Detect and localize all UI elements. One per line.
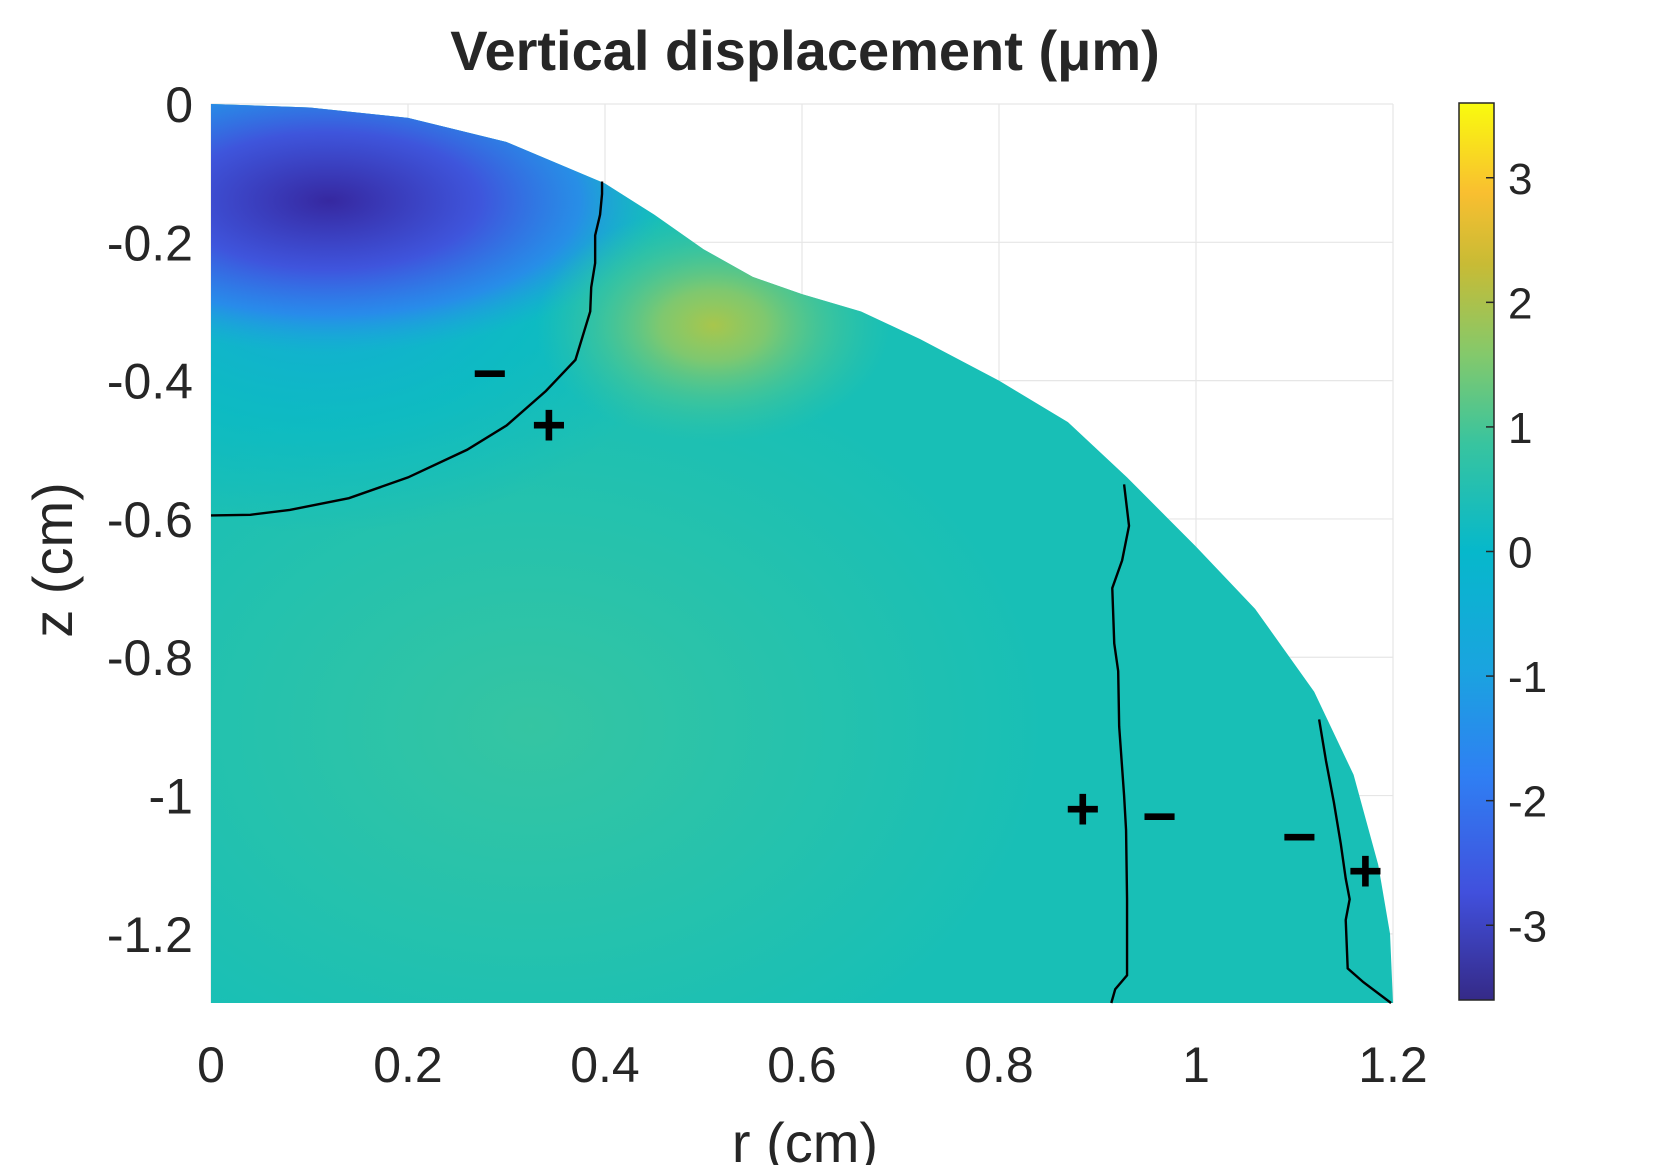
colorbar-ticks: 3 2 1 0 -1 -2 -3: [1486, 155, 1547, 951]
minus-sign-0: −: [472, 340, 507, 407]
y-tick-label-6: -1.2: [107, 907, 193, 963]
y-tick-label-3: -0.6: [107, 492, 193, 548]
y-axis-label: z (cm): [21, 482, 84, 638]
x-tick-label-4: 0.8: [964, 1037, 1034, 1093]
sign-annotations: −++ − −+: [472, 340, 1383, 905]
colorbar-tick-label-5: -2: [1508, 778, 1547, 827]
x-tick-label-6: 1.2: [1358, 1037, 1428, 1093]
plus-sign-1: +: [531, 392, 566, 459]
y-tick-label-0: 0: [165, 77, 193, 133]
colorbar-gradient: [1458, 102, 1495, 1001]
contour-3: [1317, 719, 1392, 1004]
colorbar-tick-label-6: -3: [1508, 902, 1547, 951]
colorbar-tick-label-1: 2: [1508, 279, 1532, 328]
plus-sign-2: +: [1065, 775, 1100, 842]
displacement-field: [211, 104, 1393, 1003]
y-tick-label-4: -0.8: [107, 630, 193, 686]
colorbar-tick-label-4: -1: [1508, 653, 1547, 702]
x-ticks: 0 0.2 0.4 0.6 0.8 1 1.2: [197, 1037, 1428, 1093]
colorbar-tick-label-0: 3: [1508, 155, 1532, 204]
zero-contours: [210, 181, 1392, 1004]
x-tick-label-0: 0: [197, 1037, 225, 1093]
colorbar: 3 2 1 0 -1 -2 -3: [1458, 102, 1547, 1001]
x-axis-label: r (cm): [732, 1111, 878, 1165]
x-tick-label-3: 0.6: [767, 1037, 837, 1093]
field-positive-broad: [211, 346, 1049, 1003]
contour-1: [210, 181, 604, 517]
y-tick-label-2: -0.4: [107, 354, 193, 410]
x-tick-label-1: 0.2: [373, 1037, 443, 1093]
colorbar-tick-label-3: 0: [1508, 529, 1532, 578]
y-tick-label-1: -0.2: [107, 215, 193, 271]
x-tick-label-5: 1: [1182, 1037, 1210, 1093]
plus-sign-5: +: [1348, 838, 1383, 905]
minus-sign-3: −: [1142, 782, 1177, 849]
minus-sign-4: −: [1282, 803, 1317, 870]
field-positive-peak: [536, 207, 891, 443]
colorbar-tick-label-2: 1: [1508, 404, 1532, 453]
y-ticks: 0 -0.2 -0.4 -0.6 -0.8 -1 -1.2: [107, 77, 193, 963]
contour-2: [1110, 484, 1131, 1004]
chart-title: Vertical displacement (μm): [450, 19, 1160, 82]
y-tick-label-5: -1: [149, 769, 193, 825]
x-tick-label-2: 0.4: [570, 1037, 640, 1093]
